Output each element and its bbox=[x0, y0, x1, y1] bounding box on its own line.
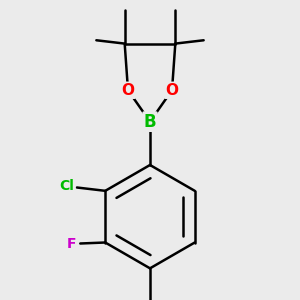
Text: O: O bbox=[122, 83, 134, 98]
Text: F: F bbox=[67, 237, 77, 251]
Text: Cl: Cl bbox=[59, 179, 74, 193]
Text: O: O bbox=[166, 83, 178, 98]
Text: B: B bbox=[144, 113, 156, 131]
